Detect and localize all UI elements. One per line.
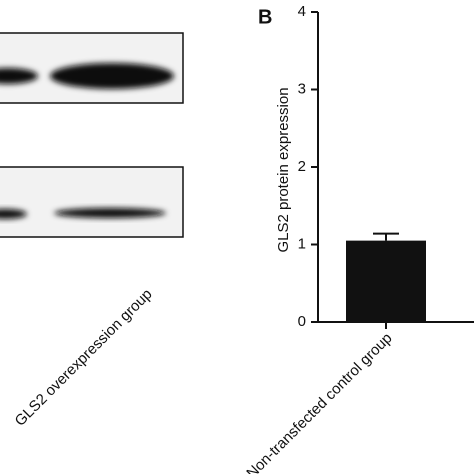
western-blot: GLS2 overexpression group [0, 32, 184, 430]
blot-band [54, 208, 166, 218]
x-tick-label: Non-transfected control group [243, 330, 395, 474]
blot-band [0, 68, 38, 84]
blot-panel [0, 166, 184, 238]
y-tick-label: 2 [298, 158, 306, 175]
y-tick-label: 0 [298, 313, 306, 330]
bar [346, 240, 426, 322]
blot-band [50, 63, 174, 89]
y-axis-label: GLS2 protein expression [275, 87, 292, 252]
lane-label: GLS2 overexpression group [12, 286, 156, 430]
y-tick-label: 4 [298, 3, 306, 20]
y-tick-label: 1 [298, 235, 306, 252]
blot-band [0, 209, 27, 219]
panel-label: B [258, 6, 272, 28]
y-tick-label: 3 [298, 80, 306, 97]
